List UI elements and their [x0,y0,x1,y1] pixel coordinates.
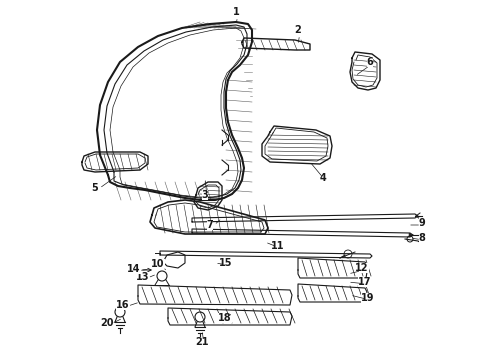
Text: 21: 21 [195,337,209,347]
Text: 6: 6 [367,57,373,67]
Text: 18: 18 [218,313,232,323]
Text: 7: 7 [207,220,213,230]
Text: 4: 4 [319,173,326,183]
Text: 17: 17 [358,277,372,287]
Text: 5: 5 [92,183,98,193]
Text: 15: 15 [219,258,233,268]
Text: 13: 13 [136,272,150,282]
Text: 9: 9 [418,218,425,228]
Text: 2: 2 [294,25,301,35]
Text: 10: 10 [151,259,165,269]
Text: 1: 1 [233,7,240,17]
Text: 20: 20 [100,318,114,328]
Text: 3: 3 [201,190,208,200]
Text: 11: 11 [271,241,285,251]
Text: 16: 16 [116,300,130,310]
Text: 14: 14 [127,264,141,274]
Text: 12: 12 [355,263,369,273]
Text: 19: 19 [361,293,375,303]
Text: 8: 8 [418,233,425,243]
